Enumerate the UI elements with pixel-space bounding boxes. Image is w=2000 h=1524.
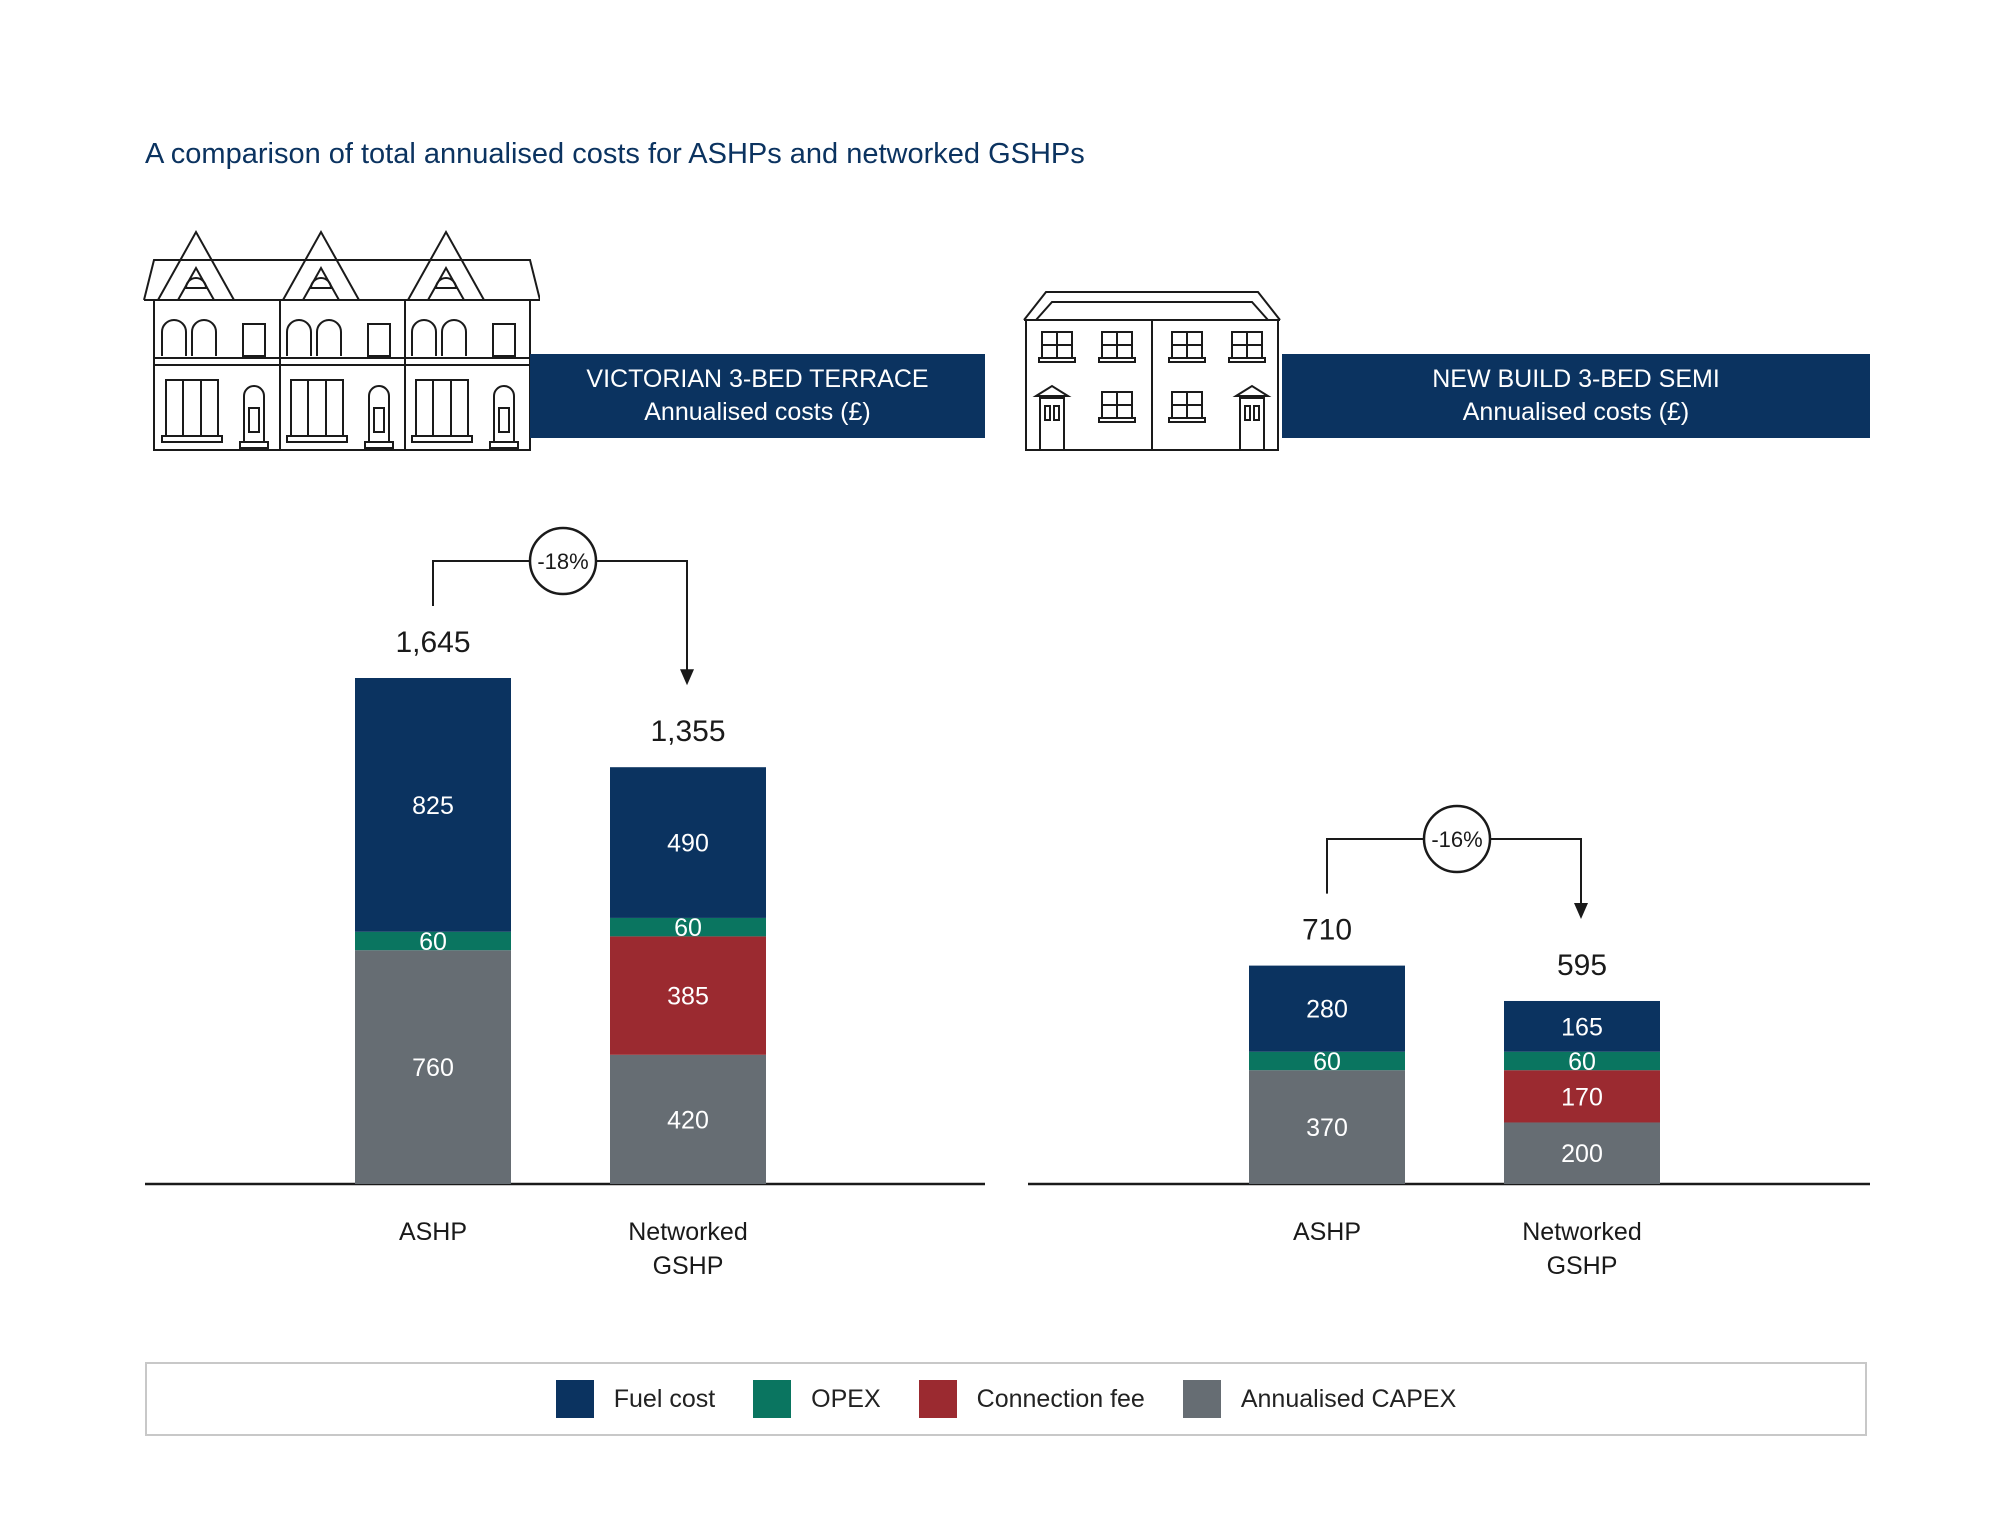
data-label-opex: 60 (1313, 1048, 1341, 1076)
legend-label: OPEX (811, 1384, 881, 1413)
data-label-capex: 200 (1561, 1140, 1603, 1168)
data-label-fuel: 490 (667, 830, 709, 858)
panel-banner-victorian: VICTORIAN 3-BED TERRACE Annualised costs… (530, 354, 985, 438)
legend-swatch (555, 1380, 594, 1418)
bar-segment-capex (355, 950, 511, 1184)
panel-subtitle: Annualised costs (£) (644, 398, 871, 426)
legend: Fuel cost OPEX Connection fee Annualised… (145, 1362, 1867, 1436)
annotation-label: -18% (537, 549, 588, 574)
bar-segment-connection (1504, 1070, 1660, 1123)
new-build-semi-house-icon (1023, 291, 1281, 451)
bar-segment-fuel (1249, 965, 1405, 1052)
legend-label: Annualised CAPEX (1240, 1384, 1457, 1413)
total-label: 710 (1302, 914, 1352, 947)
legend-swatch (1182, 1380, 1221, 1418)
legend-item-opex: OPEX (753, 1380, 881, 1418)
comparison-arrowhead (1574, 902, 1588, 919)
panel-title: VICTORIAN 3-BED TERRACE (586, 365, 929, 393)
data-label-connection: 385 (667, 983, 709, 1011)
bar-segment-fuel (610, 767, 766, 918)
annotation-circle (528, 526, 598, 596)
data-label-opex: 60 (419, 928, 447, 956)
bar-segment-opex (1249, 1051, 1405, 1071)
data-label-fuel: 165 (1561, 1013, 1603, 1041)
data-label-capex: 370 (1306, 1114, 1348, 1142)
bar-segment-opex (610, 917, 766, 937)
category-label: ASHP (399, 1218, 467, 1246)
category-label: Networked (628, 1218, 748, 1246)
legend-item-fuel: Fuel cost (555, 1380, 716, 1418)
legend-swatch (918, 1380, 957, 1418)
category-label: GSHP (1547, 1252, 1618, 1280)
data-label-connection: 170 (1561, 1083, 1603, 1111)
panel-title: NEW BUILD 3-BED SEMI (1432, 365, 1720, 393)
total-label: 1,355 (650, 715, 725, 748)
total-label: 595 (1557, 949, 1607, 982)
bar-segment-capex (610, 1054, 766, 1184)
bar-segment-connection (610, 936, 766, 1055)
data-label-opex: 60 (1568, 1048, 1596, 1076)
chart-title: A comparison of total annualised costs f… (145, 138, 1085, 170)
category-label: ASHP (1293, 1218, 1361, 1246)
data-label-opex: 60 (674, 914, 702, 942)
legend-item-connection: Connection fee (918, 1380, 1145, 1418)
bar-segment-opex (1504, 1051, 1660, 1071)
data-label-capex: 760 (412, 1054, 454, 1082)
data-label-capex: 420 (667, 1106, 709, 1134)
legend-item-capex: Annualised CAPEX (1182, 1380, 1457, 1418)
bar-segment-fuel (355, 678, 511, 932)
victorian-terrace-house-icon (143, 229, 540, 451)
annotation-label: -16% (1431, 827, 1482, 852)
total-label: 1,645 (395, 626, 470, 659)
comparison-arrowhead (680, 669, 694, 686)
category-label: Networked (1522, 1218, 1642, 1246)
data-label-fuel: 825 (412, 792, 454, 820)
panel-subtitle: Annualised costs (£) (1462, 398, 1690, 426)
annotation-circle (1422, 804, 1492, 874)
legend-label: Connection fee (976, 1384, 1145, 1413)
bar-segment-fuel (1504, 1000, 1660, 1052)
bar-segment-opex (355, 931, 511, 951)
legend-swatch (753, 1380, 792, 1418)
legend-label: Fuel cost (613, 1384, 716, 1413)
panel-banner-newbuild: NEW BUILD 3-BED SEMI Annualised costs (£… (1282, 354, 1870, 438)
bar-segment-capex (1249, 1070, 1405, 1184)
bar-segment-capex (1504, 1122, 1660, 1184)
category-label: GSHP (653, 1252, 724, 1280)
data-label-fuel: 280 (1306, 996, 1348, 1024)
